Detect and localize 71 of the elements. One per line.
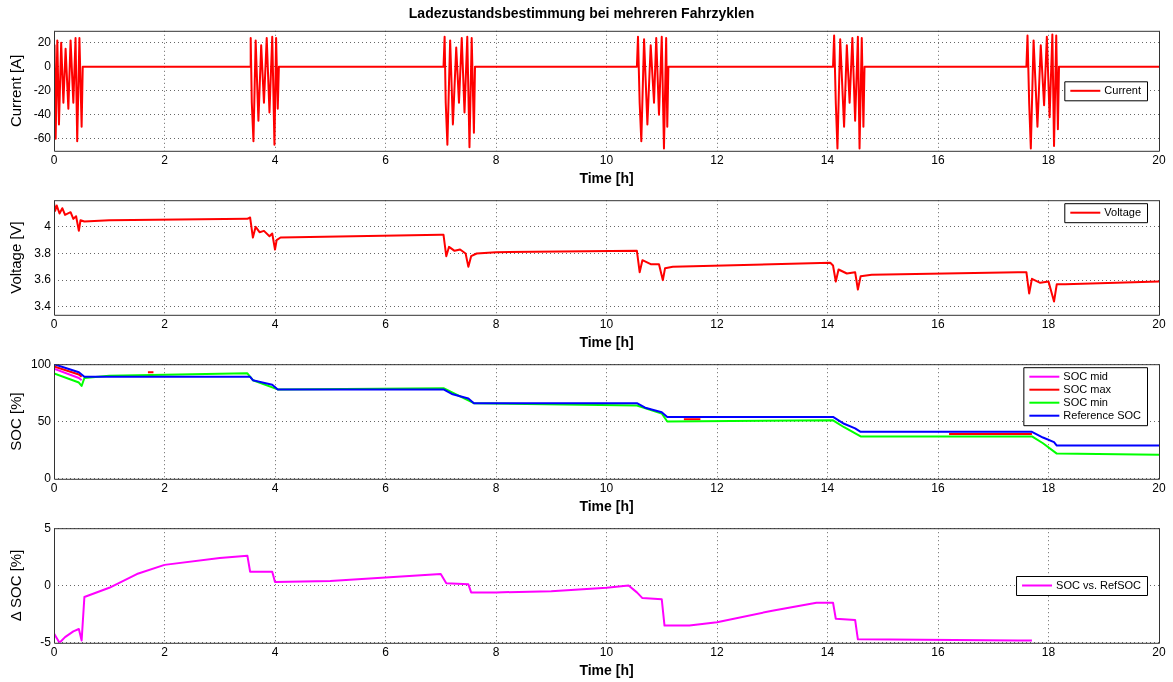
x-tick-label: 8 <box>492 317 500 332</box>
y-axis-title: Current [A] <box>7 54 25 128</box>
x-tick-label: 8 <box>492 153 500 168</box>
x-tick-label: 4 <box>271 153 279 168</box>
y-tick-label: -5 <box>40 635 52 650</box>
chart-title: Ladezustandsbestimmung bei mehreren Fahrzyklen <box>408 5 755 22</box>
x-tick-label: 10 <box>599 645 614 660</box>
x-tick-label: 18 <box>1041 153 1056 168</box>
x-tick-label: 6 <box>382 645 390 660</box>
x-tick-label: 6 <box>382 481 390 496</box>
x-tick-label: 20 <box>1152 645 1166 660</box>
x-axis-title: Time [h] <box>579 662 634 679</box>
y-tick-label: 4 <box>44 219 52 234</box>
y-tick-label: 20 <box>37 35 52 50</box>
x-axis-title: Time [h] <box>579 498 634 515</box>
y-tick-label: 0 <box>44 59 52 74</box>
x-tick-label: 18 <box>1041 317 1056 332</box>
x-tick-label: 4 <box>271 317 279 332</box>
x-tick-label: 2 <box>161 153 169 168</box>
x-tick-label: 8 <box>492 481 500 496</box>
y-tick-label: 0 <box>44 471 52 486</box>
x-tick-label: 18 <box>1041 481 1056 496</box>
legend-label: SOC max <box>1063 382 1112 395</box>
x-axis-title: Time [h] <box>579 334 634 351</box>
x-tick-label: 6 <box>382 153 390 168</box>
y-tick-label: -20 <box>33 83 52 98</box>
x-tick-label: 20 <box>1152 317 1166 332</box>
x-tick-label: 6 <box>382 317 390 332</box>
x-axis-title: Time [h] <box>579 170 634 187</box>
legend-label: SOC min <box>1063 395 1108 408</box>
x-tick-label: 2 <box>161 645 169 660</box>
y-axis-title: Δ SOC [%] <box>7 549 25 622</box>
legend-label: Current <box>1104 83 1142 96</box>
x-tick-label: 10 <box>599 153 614 168</box>
legend-label: SOC mid <box>1063 369 1108 382</box>
x-tick-label: 14 <box>820 153 835 168</box>
y-tick-label: 3.4 <box>34 299 52 314</box>
y-tick-label: -60 <box>33 131 52 146</box>
x-tick-label: 20 <box>1152 153 1166 168</box>
y-tick-label: 50 <box>37 413 52 428</box>
y-axis-title: SOC [%] <box>7 392 25 451</box>
x-tick-label: 16 <box>931 645 945 660</box>
x-tick-label: 12 <box>710 645 724 660</box>
x-tick-label: 2 <box>161 481 169 496</box>
x-tick-label: 4 <box>271 481 279 496</box>
x-tick-label: 10 <box>599 481 614 496</box>
y-tick-label: 3.6 <box>34 272 52 287</box>
legend-label: Voltage <box>1104 205 1141 218</box>
y-tick-label: 0 <box>44 577 52 592</box>
x-tick-label: 18 <box>1041 645 1056 660</box>
y-tick-label: 5 <box>44 520 52 535</box>
y-axis-title: Voltage [V] <box>7 221 25 294</box>
legend-label: SOC vs. RefSOC <box>1056 578 1142 591</box>
x-tick-label: 16 <box>931 153 945 168</box>
x-tick-label: 10 <box>599 317 614 332</box>
y-tick-label: 3.8 <box>34 245 52 260</box>
x-tick-label: 8 <box>492 645 500 660</box>
y-tick-label: -40 <box>33 107 52 122</box>
x-tick-label: 14 <box>820 317 835 332</box>
legend-label: Reference SOC <box>1063 408 1142 421</box>
x-tick-label: 14 <box>820 481 835 496</box>
x-tick-label: 16 <box>931 317 945 332</box>
x-tick-label: 12 <box>710 481 724 496</box>
x-tick-label: 12 <box>710 153 724 168</box>
x-tick-label: 4 <box>271 645 279 660</box>
y-tick-label: 100 <box>30 356 52 371</box>
x-tick-label: 12 <box>710 317 724 332</box>
x-tick-label: 14 <box>820 645 835 660</box>
x-tick-label: 20 <box>1152 481 1166 496</box>
x-tick-label: 16 <box>931 481 945 496</box>
x-tick-label: 2 <box>161 317 169 332</box>
